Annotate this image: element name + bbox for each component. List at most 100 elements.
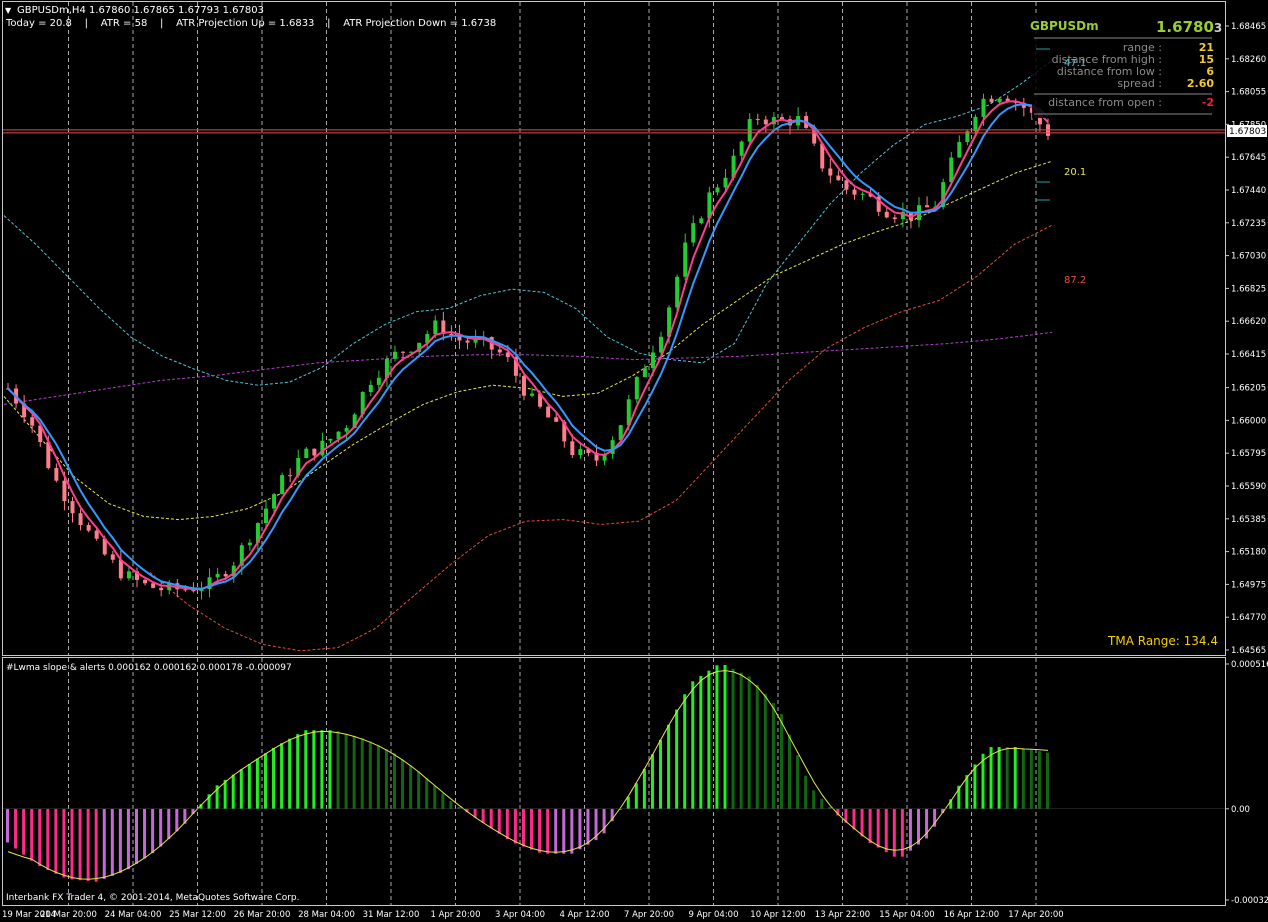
hist-bar-negative [110,808,114,876]
bear-candle [594,453,599,461]
hist-bar-positive [691,681,695,809]
bear-candle [876,196,881,212]
bear-candle [868,193,873,197]
tma-bands [3,60,1053,652]
main-plot-frame [2,1,1226,656]
hist-bar-negative [175,808,179,832]
lwma-slow-line [7,103,1049,590]
indicator-plot-frame [2,657,1226,906]
hist-bar-positive [255,758,259,809]
bear-candle [513,357,518,376]
hist-bar-negative [884,808,888,853]
hist-bar-positive [352,735,356,809]
bull-candle [659,336,664,353]
bear-candle [86,525,91,531]
chart-title-icon[interactable]: ▼ [5,6,12,15]
hist-bar-positive [763,693,767,809]
hist-bar-negative [941,808,945,813]
bear-candle [884,211,889,218]
bull-candle [739,141,744,156]
panel-spread-label: spread : [1117,77,1162,90]
hist-bar-negative [836,808,840,816]
time-tick-label: 20 Mar 20:00 [40,910,97,920]
price-tick-label: 1.65795 [1231,449,1266,459]
bear-candle [191,589,196,592]
bull-candle [675,276,680,308]
hist-bar-negative [62,808,66,878]
price-tick-label: 1.65590 [1231,482,1266,492]
bull-candle [320,440,325,456]
bull-candle [530,393,535,396]
hist-bar-positive [796,755,800,809]
hist-bar-negative [489,808,493,829]
hist-bar-positive [425,778,429,809]
hist-bar-positive [320,730,324,809]
bull-candle [965,131,970,143]
bear-candle [570,441,575,456]
bull-candle [296,457,301,476]
price-tick-label: 1.68055 [1231,88,1266,98]
bull-candle [941,182,946,207]
hist-bar-negative [102,808,106,879]
bull-candle [860,193,865,195]
hist-bar-positive [715,665,719,809]
hist-bar-positive [409,765,413,809]
time-tick-label: 24 Mar 04:00 [105,910,162,920]
hist-bar-negative [554,808,558,854]
lwma-slope-histogram [3,664,1225,882]
hist-bar-negative [521,808,525,847]
bear-candle [521,375,526,396]
panel-dist-high-label: distance from high : [1052,53,1162,66]
price-tick-label: 1.65180 [1231,548,1266,558]
hist-bar-positive [779,714,783,809]
lwma-signal-line [7,670,1049,880]
hist-bar-positive [997,747,1001,809]
lwma-fast-line [7,100,1049,591]
price-tick-label: 1.66205 [1231,384,1266,394]
bull-candle [344,427,349,432]
bear-candle [78,513,83,526]
indicator-axis: 0.000516 0.00 -0.000325 [1225,660,1268,906]
panel-price: 1.67803 [1156,18,1222,36]
hist-bar-negative [546,808,550,854]
hist-bar-positive [755,684,759,809]
bull-candle [973,116,978,132]
bear-candle [505,352,510,358]
hist-bar-positive [376,745,380,809]
time-tick-label: 13 Apr 22:00 [815,910,870,920]
hist-bar-positive [288,738,292,809]
hist-bar-negative [22,808,26,855]
hist-bar-positive [723,664,727,809]
bear-candle [151,583,156,588]
bull-candle [255,523,260,543]
tma-upper-band [3,60,1053,386]
hist-bar-positive [650,754,654,809]
hist-bar-positive [1005,747,1009,809]
hist-bar-positive [441,793,445,809]
hist-bar-negative [844,808,848,823]
price-tick-label: 1.64770 [1231,613,1266,623]
panel-dist-low-label: distance from low : [1057,65,1162,78]
bear-candle [110,554,115,560]
bull-candle [425,334,430,343]
bull-candle [707,192,712,219]
time-tick-label: 31 Mar 12:00 [363,910,420,920]
price-tick-label: 1.65385 [1231,515,1266,525]
bull-candle [368,384,373,393]
bull-candle [473,338,478,343]
bull-candle [392,351,397,359]
hist-bar-positive [1029,749,1033,809]
hist-bar-negative [54,808,58,874]
mid-band-label: 20.1 [1064,167,1086,178]
hist-bar-positive [392,753,396,809]
hist-bar-positive [804,775,808,809]
hist-bar-positive [433,785,437,809]
bull-candle [231,565,236,577]
bear-candle [118,559,123,579]
bear-candle [159,587,164,591]
hist-bar-positive [207,794,211,809]
hist-bar-negative [6,808,9,843]
hist-bar-positive [699,675,703,809]
bear-candle [54,468,59,481]
